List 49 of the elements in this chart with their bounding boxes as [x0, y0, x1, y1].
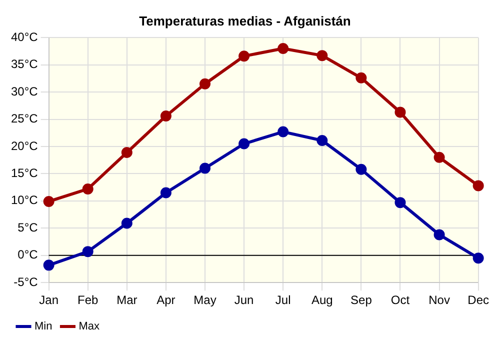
y-tick-label: 30°C [11, 84, 38, 98]
y-tick-label: 5°C [18, 220, 38, 234]
x-tick-label: Mar [116, 293, 138, 308]
point [121, 218, 132, 229]
x-tick-label: Jun [234, 293, 254, 308]
y-tick-label: -5°C [14, 274, 38, 289]
point [121, 146, 132, 158]
point [394, 197, 406, 208]
y-tick-label: 10°C [11, 193, 38, 208]
point [278, 42, 289, 54]
point [316, 50, 328, 62]
point [43, 196, 54, 207]
point [238, 138, 250, 150]
point [200, 162, 210, 174]
point [472, 180, 484, 192]
legend-label: Min [34, 320, 52, 333]
point [278, 126, 289, 138]
point [356, 164, 367, 175]
x-tick-label: Jul [275, 293, 291, 308]
point [434, 229, 445, 240]
x-tick-label: Jan [39, 293, 58, 308]
y-tick-label: 40°C [11, 30, 38, 44]
point [316, 135, 328, 146]
point [394, 106, 406, 118]
legend-label: Max [78, 320, 100, 333]
x-tick-label: Oct [390, 293, 410, 308]
x-tick-label: Sep [350, 293, 372, 308]
x-tick-label: Feb [78, 293, 99, 308]
x-tick-label: Dec [468, 293, 489, 308]
point [160, 110, 172, 122]
point [238, 50, 250, 62]
y-tick-label: 20°C [11, 138, 38, 153]
y-tick-label: 0°C [18, 248, 38, 262]
point [160, 187, 172, 198]
y-tick-label: 15°C [11, 166, 38, 180]
y-tick-label: 35°C [11, 57, 38, 72]
x-tick-label: Aug [311, 293, 333, 308]
point [200, 78, 210, 90]
point [472, 252, 484, 264]
point [434, 152, 445, 163]
point [82, 183, 94, 194]
point [82, 246, 94, 258]
point [356, 72, 367, 84]
chart-title: Temperaturas medias - Afganistán [139, 13, 351, 28]
x-tick-label: May [194, 293, 216, 308]
x-tick-label: Nov [428, 293, 450, 308]
y-tick-label: 25°C [11, 112, 38, 126]
x-tick-label: Apr [156, 293, 176, 308]
point [43, 260, 54, 271]
